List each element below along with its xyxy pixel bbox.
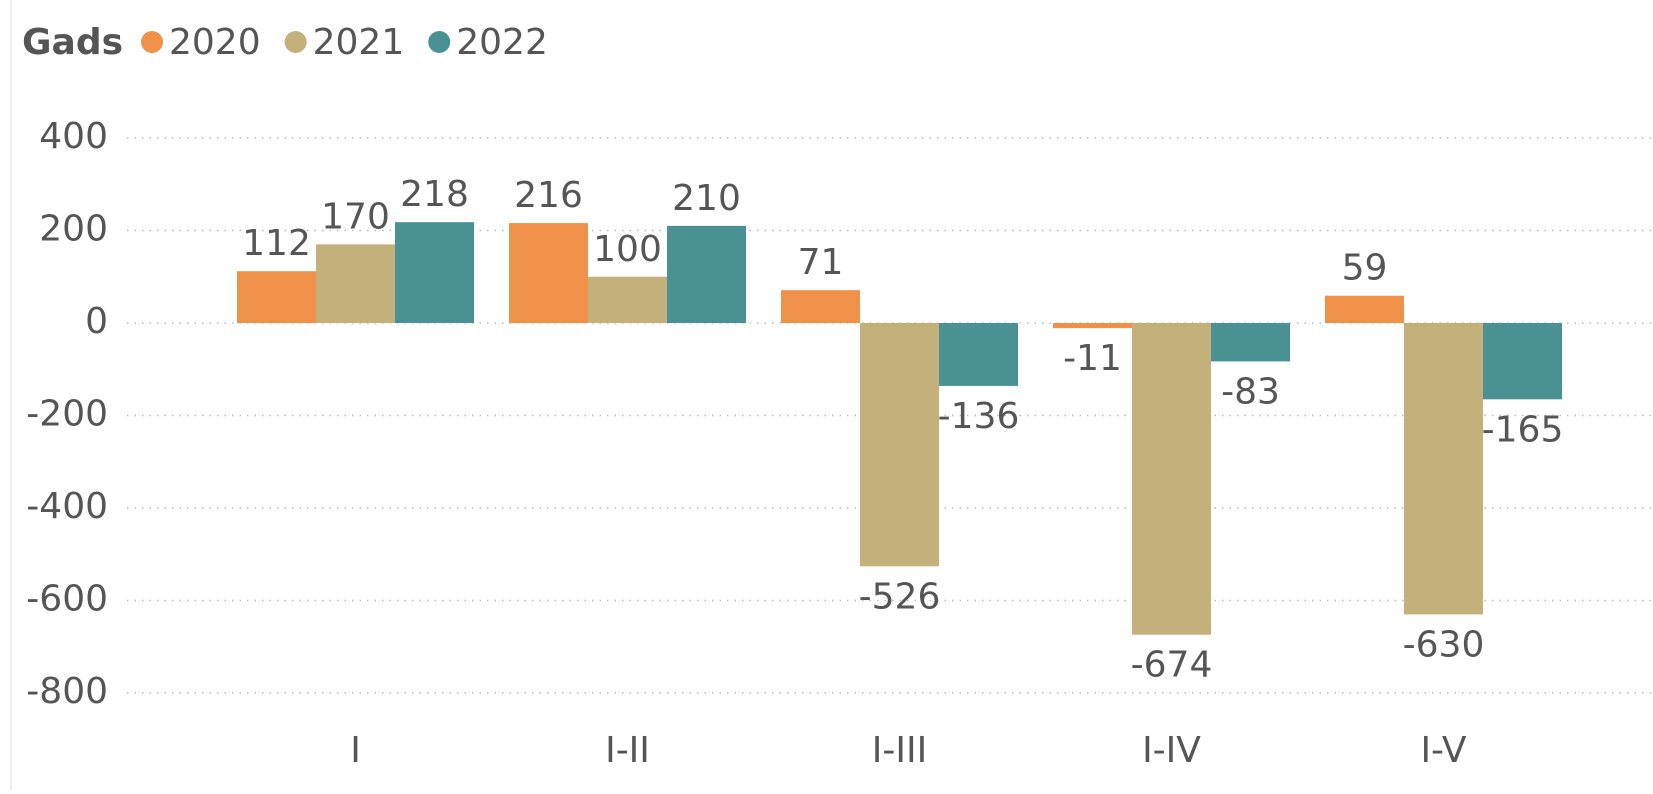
legend-marker: [428, 31, 451, 53]
legend-label: 2020: [169, 22, 261, 63]
data-label: 218: [400, 174, 469, 215]
bar: [1483, 323, 1562, 400]
y-tick-label: -600: [26, 579, 108, 620]
x-tick-label: I-V: [1420, 730, 1466, 771]
y-tick-label: 200: [39, 209, 108, 250]
bar: [667, 225, 746, 323]
y-tick-label: -200: [26, 394, 108, 435]
legend-label: 2022: [456, 22, 548, 63]
bar: [781, 290, 860, 323]
data-label: 216: [514, 175, 583, 216]
data-label: -526: [859, 576, 941, 617]
bar: [1211, 323, 1290, 362]
bar: [588, 276, 667, 323]
legend-marker: [141, 31, 163, 53]
y-tick-label: -400: [26, 486, 108, 527]
data-label: 59: [1342, 248, 1388, 289]
legend-label: 2021: [313, 22, 405, 63]
x-tick-label: I-III: [872, 730, 927, 771]
data-label: -165: [1482, 409, 1564, 450]
bar: [1053, 323, 1132, 329]
data-label: -11: [1063, 338, 1122, 379]
bar: [939, 323, 1018, 386]
bar: [509, 223, 588, 323]
data-label: 100: [593, 229, 662, 270]
bar: [237, 271, 316, 323]
data-label: 170: [321, 196, 390, 237]
y-tick-label: -800: [26, 671, 108, 712]
bar: [1404, 323, 1483, 615]
bar: [395, 222, 474, 323]
y-tick-label: 0: [85, 301, 108, 342]
legend-marker: [284, 31, 307, 53]
data-label: 210: [672, 178, 741, 219]
x-tick-label: I-IV: [1142, 730, 1201, 771]
data-label: 71: [798, 242, 844, 283]
legend-title: Gads: [22, 22, 123, 63]
bar: [860, 323, 939, 567]
data-label: -630: [1403, 624, 1485, 665]
x-tick-label: I-II: [605, 730, 650, 771]
data-label: -674: [1131, 645, 1213, 686]
bar: [1132, 323, 1211, 635]
x-tick-label: I: [350, 730, 361, 771]
bar: [1325, 295, 1404, 323]
bar: [316, 244, 395, 323]
data-label: -83: [1221, 371, 1280, 412]
y-tick-label: 400: [39, 116, 108, 157]
data-label: -136: [938, 396, 1020, 437]
data-label: 112: [242, 223, 311, 264]
